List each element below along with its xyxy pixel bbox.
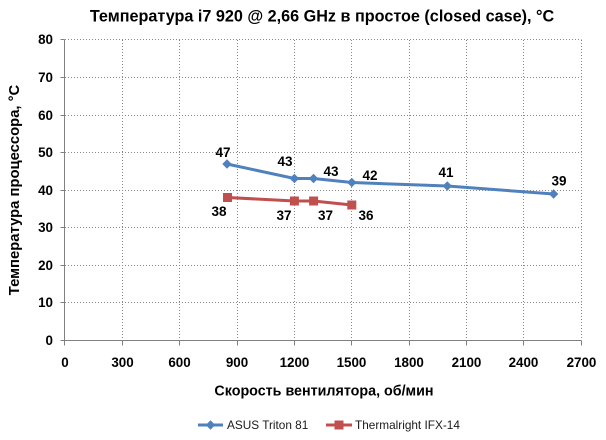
svg-text:37: 37 <box>276 208 291 223</box>
svg-text:41: 41 <box>438 165 454 180</box>
svg-text:50: 50 <box>38 145 53 160</box>
svg-text:70: 70 <box>38 70 53 85</box>
svg-text:10: 10 <box>38 295 53 310</box>
svg-text:600: 600 <box>168 355 190 370</box>
svg-text:38: 38 <box>211 204 227 219</box>
svg-text:20: 20 <box>38 258 53 273</box>
svg-text:36: 36 <box>358 208 374 223</box>
svg-text:43: 43 <box>323 164 339 179</box>
svg-text:30: 30 <box>38 220 53 235</box>
svg-text:2100: 2100 <box>452 355 482 370</box>
svg-text:2700: 2700 <box>567 355 597 370</box>
svg-text:40: 40 <box>38 183 53 198</box>
svg-text:Температура процессора, °C: Температура процессора, °C <box>7 84 23 295</box>
svg-text:Температура i7 920 @ 2,66 GHz: Температура i7 920 @ 2,66 GHz в простое … <box>90 8 555 26</box>
svg-text:1500: 1500 <box>337 355 367 370</box>
svg-text:60: 60 <box>38 108 53 123</box>
svg-text:39: 39 <box>551 174 566 189</box>
svg-text:0: 0 <box>46 333 53 348</box>
svg-text:0: 0 <box>61 355 68 370</box>
svg-text:80: 80 <box>38 32 53 47</box>
svg-text:1800: 1800 <box>394 355 424 370</box>
svg-text:300: 300 <box>111 355 133 370</box>
svg-text:2400: 2400 <box>509 355 539 370</box>
svg-text:47: 47 <box>215 145 230 160</box>
svg-text:ASUS Triton 81: ASUS Triton 81 <box>227 418 308 432</box>
svg-text:42: 42 <box>362 168 377 183</box>
svg-text:Thermalright IFX-14: Thermalright IFX-14 <box>355 418 460 432</box>
svg-text:Скорость вентилятора, об/мин: Скорость вентилятора, об/мин <box>214 384 433 400</box>
svg-text:900: 900 <box>226 355 248 370</box>
svg-text:1200: 1200 <box>280 355 310 370</box>
svg-text:37: 37 <box>318 208 333 223</box>
svg-text:43: 43 <box>277 154 293 169</box>
